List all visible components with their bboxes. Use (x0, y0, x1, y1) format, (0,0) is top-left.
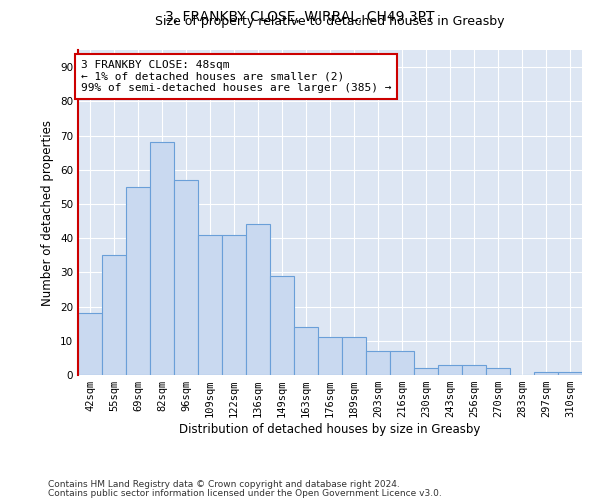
Bar (126, 187, 150, 375)
Bar (222, 234, 246, 375)
Bar (534, 372, 558, 375)
Bar (318, 338, 342, 375)
Text: Contains public sector information licensed under the Open Government Licence v3: Contains public sector information licen… (48, 488, 442, 498)
Bar (78, 314, 102, 375)
Bar (438, 364, 462, 375)
X-axis label: Distribution of detached houses by size in Greasby: Distribution of detached houses by size … (179, 423, 481, 436)
Bar (462, 364, 486, 375)
Bar (150, 142, 174, 375)
Bar (294, 327, 318, 375)
Bar (414, 368, 438, 375)
Bar (270, 276, 294, 375)
Title: Size of property relative to detached houses in Greasby: Size of property relative to detached ho… (155, 15, 505, 28)
Y-axis label: Number of detached properties: Number of detached properties (41, 120, 55, 306)
Bar (558, 372, 582, 375)
Bar (390, 351, 414, 375)
Bar (246, 224, 270, 375)
Bar (366, 351, 390, 375)
Bar (102, 256, 126, 375)
Text: 3 FRANKBY CLOSE: 48sqm
← 1% of detached houses are smaller (2)
99% of semi-detac: 3 FRANKBY CLOSE: 48sqm ← 1% of detached … (80, 60, 391, 93)
Text: 3, FRANKBY CLOSE, WIRRAL, CH49 3PT: 3, FRANKBY CLOSE, WIRRAL, CH49 3PT (165, 10, 435, 24)
Bar (486, 368, 510, 375)
Text: Contains HM Land Registry data © Crown copyright and database right 2024.: Contains HM Land Registry data © Crown c… (48, 480, 400, 489)
Bar (342, 338, 366, 375)
Bar (198, 234, 222, 375)
Bar (174, 180, 198, 375)
